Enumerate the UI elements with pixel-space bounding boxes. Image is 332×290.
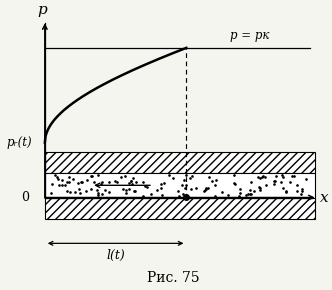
Text: l(t): l(t) [106, 249, 125, 262]
Text: p = pк: p = pк [230, 29, 270, 42]
Bar [45, 197, 315, 219]
Text: p: p [38, 3, 47, 17]
Text: pᵣ(t): pᵣ(t) [6, 136, 32, 149]
Text: 0: 0 [21, 191, 30, 204]
Text: x: x [320, 191, 329, 204]
Bar [45, 173, 315, 197]
Text: Рис. 75: Рис. 75 [147, 271, 200, 285]
Bar [45, 152, 315, 173]
